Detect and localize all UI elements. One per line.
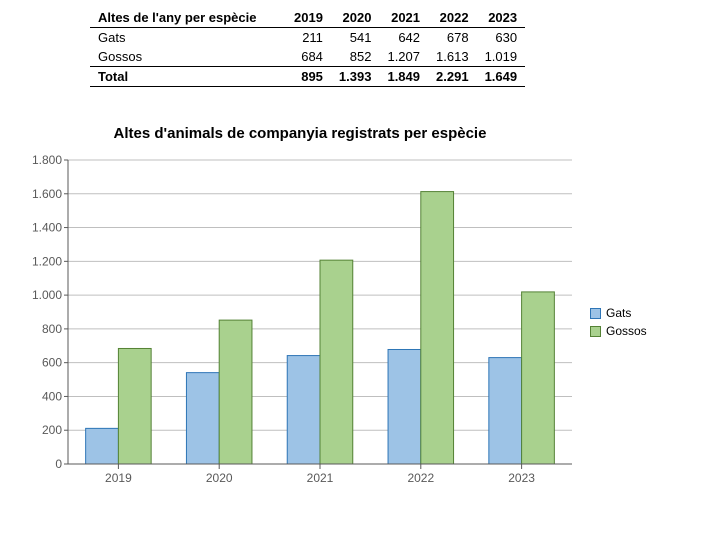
row-label: Gats: [90, 28, 286, 48]
svg-text:200: 200: [42, 423, 62, 437]
svg-text:1.000: 1.000: [32, 288, 62, 302]
cell: 541: [331, 28, 380, 48]
legend-swatch: [590, 308, 601, 319]
table-total-row: Total 895 1.393 1.849 2.291 1.649: [90, 67, 525, 87]
svg-text:1.600: 1.600: [32, 187, 62, 201]
table-year: 2023: [477, 8, 526, 28]
table-row: Gossos 684 852 1.207 1.613 1.019: [90, 47, 525, 67]
svg-text:2019: 2019: [105, 471, 132, 485]
cell: 1.019: [477, 47, 526, 67]
cell: 642: [379, 28, 428, 48]
table-row: Gats 211 541 642 678 630: [90, 28, 525, 48]
chart-title: Altes d'animals de companyia registrats …: [20, 125, 580, 142]
row-label: Gossos: [90, 47, 286, 67]
cell: 630: [477, 28, 526, 48]
total-cell: 895: [286, 67, 331, 87]
svg-text:1.200: 1.200: [32, 254, 62, 268]
legend-label: Gats: [606, 306, 631, 320]
cell: 852: [331, 47, 380, 67]
table-header-label: Altes de l'any per espècie: [90, 8, 286, 28]
svg-text:0: 0: [55, 457, 62, 471]
svg-text:400: 400: [42, 389, 62, 403]
svg-text:2023: 2023: [508, 471, 535, 485]
svg-text:2021: 2021: [307, 471, 334, 485]
total-cell: 1.649: [477, 67, 526, 87]
species-table: Altes de l'any per espècie 2019 2020 202…: [90, 8, 525, 87]
chart-legend: Gats Gossos: [590, 302, 647, 342]
total-cell: 1.393: [331, 67, 380, 87]
cell: 211: [286, 28, 331, 48]
svg-text:1.400: 1.400: [32, 221, 62, 235]
bar-chart: 0 200 400 600 800 1.000 1.200 1.400 1.600 1.800 20…: [20, 152, 580, 492]
table-year: 2022: [428, 8, 477, 28]
total-label: Total: [90, 67, 286, 87]
cell: 684: [286, 47, 331, 67]
cell: 678: [428, 28, 477, 48]
svg-text:1.800: 1.800: [32, 153, 62, 167]
svg-text:800: 800: [42, 322, 62, 336]
svg-text:600: 600: [42, 356, 62, 370]
total-cell: 1.849: [379, 67, 428, 87]
legend-item: Gats: [590, 306, 647, 320]
legend-label: Gossos: [606, 324, 647, 338]
legend-swatch: [590, 326, 601, 337]
cell: 1.207: [379, 47, 428, 67]
svg-text:2020: 2020: [206, 471, 233, 485]
table-year: 2021: [379, 8, 428, 28]
total-cell: 2.291: [428, 67, 477, 87]
legend-item: Gossos: [590, 324, 647, 338]
svg-text:2022: 2022: [407, 471, 434, 485]
cell: 1.613: [428, 47, 477, 67]
table-year: 2020: [331, 8, 380, 28]
table-year: 2019: [286, 8, 331, 28]
